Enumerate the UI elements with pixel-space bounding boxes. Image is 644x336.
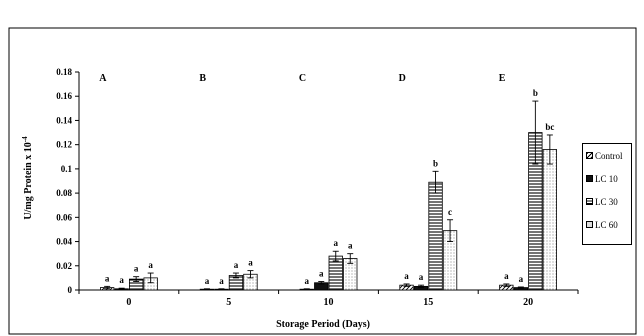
data-label: a [134,264,139,274]
y-tick-label: 0.14 [56,115,72,125]
y-axis-label-text: U/mg Protein x 10 [23,142,34,219]
y-axis-label-group: U/mg Protein x 10-4 [21,136,34,220]
data-label: a [248,258,253,268]
group-letter: E [499,73,506,84]
x-tick-label: 10 [324,297,334,308]
y-tick-label: 0.18 [56,67,72,77]
data-label: b [433,158,438,168]
legend-item-lc10: LC 10 [583,167,631,190]
legend-item-lc30: LC 30 [583,190,631,213]
legend-swatch-lc10 [586,175,593,182]
data-label: a [419,272,424,282]
y-tick-label: 0.02 [56,261,72,271]
legend-label-lc10: LC 10 [595,173,618,184]
legend-swatch-lc60 [586,221,593,228]
legend-swatch-control [586,152,593,159]
legend-label-lc30: LC 30 [595,196,618,207]
bars-layer [100,100,557,291]
legend-item-lc60: LC 60 [583,213,631,236]
data-label: a [234,260,239,270]
data-label: a [305,276,310,286]
data-label: a [105,273,110,283]
data-label: b [533,88,538,98]
legend-label-lc60: LC 60 [595,219,618,230]
y-tick-label: 0.06 [56,212,72,222]
data-label: c [448,207,452,217]
x-tick-label: 0 [126,297,131,308]
data-label: a [519,274,524,284]
y-tick-label: 0.08 [56,188,72,198]
data-label: bc [545,122,554,132]
y-tick-label: 0 [68,285,73,295]
data-label: a [205,276,210,286]
data-label: a [334,238,339,248]
y-tick-label: 0.04 [56,237,72,247]
data-label: a [319,269,324,279]
x-tick-label: 20 [523,297,533,308]
bar [428,181,443,291]
chart-border [8,27,637,335]
group-letter: D [399,73,406,84]
y-axis-label-exponent: -4 [21,136,29,142]
y-tick-label: 0.16 [56,91,72,101]
x-tick-label: 15 [423,297,433,308]
group-letter: C [299,73,306,84]
data-label: a [348,241,353,251]
data-label: a [404,271,409,281]
group-letter: B [199,73,206,84]
bar [542,149,557,291]
y-axis-label: U/mg Protein x 10-4 [21,136,34,220]
axes [75,71,579,294]
x-tick-label: 5 [226,297,231,308]
y-tick-label: 0.12 [56,140,72,150]
data-label: a [119,275,124,285]
legend: Control LC 10 LC 30 LC 60 [582,143,632,245]
y-tick-label: 0.1 [61,164,73,174]
group-letter: A [99,73,107,84]
legend-label-control: Control [595,150,623,161]
data-label: a [148,260,153,270]
legend-swatch-lc30 [586,198,593,205]
data-label: a [219,276,224,286]
x-axis-label: Storage Period (Days) [276,319,370,330]
legend-item-control: Control [583,144,631,167]
data-label: a [504,271,509,281]
